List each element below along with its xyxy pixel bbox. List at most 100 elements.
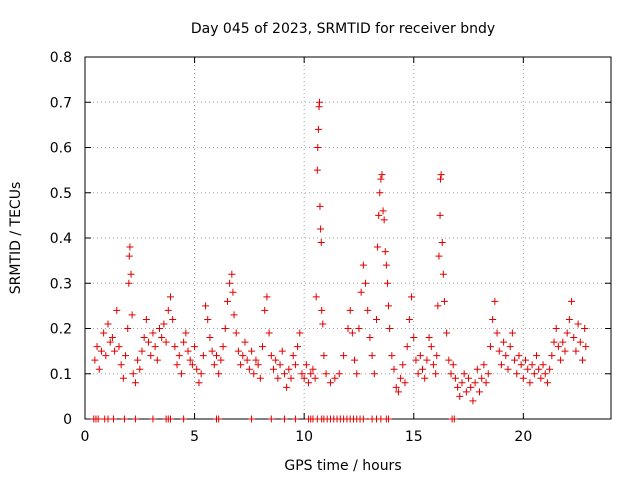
data-point bbox=[319, 320, 327, 328]
data-point bbox=[385, 415, 393, 423]
data-point bbox=[208, 347, 216, 355]
data-point bbox=[515, 352, 523, 360]
data-point bbox=[195, 379, 203, 387]
data-point bbox=[210, 361, 218, 369]
data-point bbox=[486, 343, 494, 351]
data-point bbox=[388, 352, 396, 360]
data-point bbox=[104, 320, 112, 328]
data-point bbox=[199, 352, 207, 360]
data-point bbox=[182, 329, 190, 337]
data-point bbox=[120, 415, 128, 423]
data-point bbox=[572, 347, 580, 355]
data-point bbox=[261, 306, 269, 314]
data-point bbox=[372, 315, 380, 323]
data-point bbox=[376, 189, 384, 197]
data-point bbox=[359, 261, 367, 269]
data-point bbox=[184, 347, 192, 355]
data-point bbox=[383, 279, 391, 287]
data-point bbox=[495, 347, 503, 355]
data-point bbox=[158, 334, 166, 342]
data-point bbox=[221, 325, 229, 332]
data-point bbox=[138, 347, 146, 355]
data-point bbox=[230, 311, 238, 319]
x-tick-label: 20 bbox=[514, 429, 532, 445]
data-point bbox=[95, 365, 103, 373]
data-point bbox=[436, 211, 444, 219]
data-point bbox=[454, 383, 462, 391]
data-point bbox=[421, 374, 429, 382]
data-point bbox=[368, 352, 376, 360]
data-point bbox=[287, 374, 295, 382]
data-point bbox=[378, 171, 386, 179]
data-point bbox=[188, 361, 196, 369]
data-point bbox=[219, 343, 227, 351]
data-point bbox=[193, 365, 201, 373]
data-point bbox=[440, 297, 448, 305]
data-point bbox=[500, 338, 508, 346]
data-point bbox=[504, 365, 512, 373]
data-point bbox=[291, 415, 299, 423]
data-point bbox=[458, 379, 466, 387]
data-point bbox=[131, 379, 139, 387]
data-point bbox=[147, 352, 155, 360]
data-point bbox=[405, 315, 413, 323]
data-point bbox=[151, 343, 159, 351]
data-point bbox=[215, 370, 223, 378]
data-point bbox=[581, 325, 589, 332]
data-point bbox=[519, 374, 527, 382]
data-point bbox=[450, 415, 458, 423]
data-point bbox=[169, 315, 177, 323]
data-point bbox=[530, 370, 538, 378]
data-point bbox=[437, 171, 445, 179]
data-point bbox=[309, 365, 317, 373]
data-point bbox=[126, 243, 134, 251]
data-point bbox=[318, 306, 326, 314]
data-point bbox=[348, 329, 356, 337]
y-tick-label: 0.8 bbox=[50, 50, 72, 66]
data-point bbox=[127, 270, 135, 278]
data-point bbox=[317, 225, 325, 233]
data-point bbox=[307, 370, 315, 378]
data-point bbox=[357, 288, 365, 296]
data-point bbox=[502, 352, 510, 360]
data-point bbox=[280, 370, 288, 378]
data-point bbox=[508, 329, 516, 337]
data-point bbox=[493, 329, 501, 337]
data-point bbox=[541, 370, 549, 378]
y-tick-label: 0.2 bbox=[50, 322, 72, 338]
data-point bbox=[296, 329, 304, 337]
data-point bbox=[364, 306, 372, 314]
data-point bbox=[160, 320, 168, 328]
data-point bbox=[156, 325, 164, 332]
data-point bbox=[186, 356, 194, 364]
data-point bbox=[124, 325, 132, 332]
data-point bbox=[314, 144, 322, 151]
data-point bbox=[102, 352, 110, 360]
y-tick-label: 0.7 bbox=[50, 95, 72, 111]
data-point bbox=[314, 125, 322, 133]
data-point bbox=[217, 356, 225, 364]
data-point bbox=[403, 343, 411, 351]
data-point bbox=[322, 370, 330, 378]
data-point bbox=[294, 343, 302, 351]
data-point bbox=[106, 338, 114, 346]
data-point bbox=[436, 175, 444, 183]
data-point bbox=[291, 361, 299, 369]
data-point bbox=[480, 361, 488, 369]
data-point bbox=[473, 365, 481, 373]
data-point bbox=[239, 352, 247, 360]
data-point bbox=[272, 356, 280, 364]
data-point bbox=[164, 306, 172, 314]
data-point bbox=[248, 347, 256, 355]
data-point bbox=[539, 361, 547, 369]
data-point bbox=[401, 379, 409, 387]
data-point bbox=[423, 356, 431, 364]
y-tick-label: 0.3 bbox=[50, 276, 72, 292]
data-point bbox=[445, 356, 453, 364]
data-point bbox=[416, 352, 424, 360]
data-point bbox=[392, 383, 400, 391]
x-tick-label: 15 bbox=[405, 429, 423, 445]
y-tick-label: 0.1 bbox=[50, 367, 72, 383]
data-point bbox=[554, 343, 562, 351]
